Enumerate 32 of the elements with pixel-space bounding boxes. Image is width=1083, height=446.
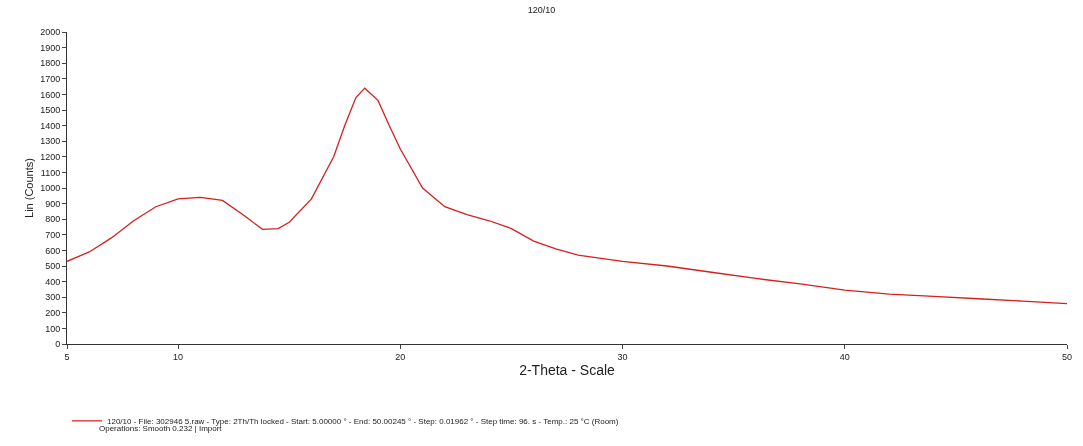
y-tick-label: 400 [45, 276, 61, 287]
line-series [67, 87, 1067, 305]
y-tick-label: 300 [45, 292, 61, 303]
x-tick-label: 50 [1061, 351, 1073, 362]
x-tick-label: 10 [173, 351, 184, 362]
y-tick-label: 2000 [40, 27, 61, 38]
x-tick-label: 20 [395, 351, 406, 362]
y-tick-label: 1000 [40, 183, 61, 194]
y-tick-label: 1700 [40, 73, 61, 84]
x-axis-title: 2-Theta - Scale [519, 362, 616, 379]
chart-title: 120/10 [527, 4, 556, 15]
y-tick-label: 1500 [40, 105, 61, 116]
y-tick-label: 200 [45, 307, 61, 318]
y-tick-label: 500 [45, 261, 61, 272]
y-tick-label: 1300 [40, 136, 61, 147]
y-tick-label: 800 [45, 214, 61, 225]
x-tick-label: 30 [617, 351, 628, 362]
y-tick-label: 1100 [40, 167, 61, 178]
y-tick-label: 100 [45, 323, 61, 334]
legend-label: 120/10 - File: 302946 5.raw - Type: 2Th/Th locked - Start: 5.00000 ° - End: 50.00245 ° - Step: 0.01962 ° - Step time: 96. s - Temp.: 25 °C (Room) [107, 417, 619, 427]
y-tick-label: 1600 [40, 89, 61, 100]
y-tick-label: 1900 [40, 42, 61, 53]
y-tick-label: 900 [45, 198, 61, 209]
y-tick-label: 600 [45, 245, 61, 256]
y-tick-label: 1200 [40, 151, 61, 162]
x-tick-label: 40 [839, 351, 850, 362]
y-tick-label: 1400 [40, 120, 61, 131]
y-tick-label: 0 [55, 339, 61, 350]
x-tick-label: 5 [64, 351, 70, 362]
y-tick-label: 1800 [40, 58, 61, 69]
y-tick-label: 700 [45, 229, 61, 240]
y-axis-title: Lin (Counts) [22, 158, 35, 218]
